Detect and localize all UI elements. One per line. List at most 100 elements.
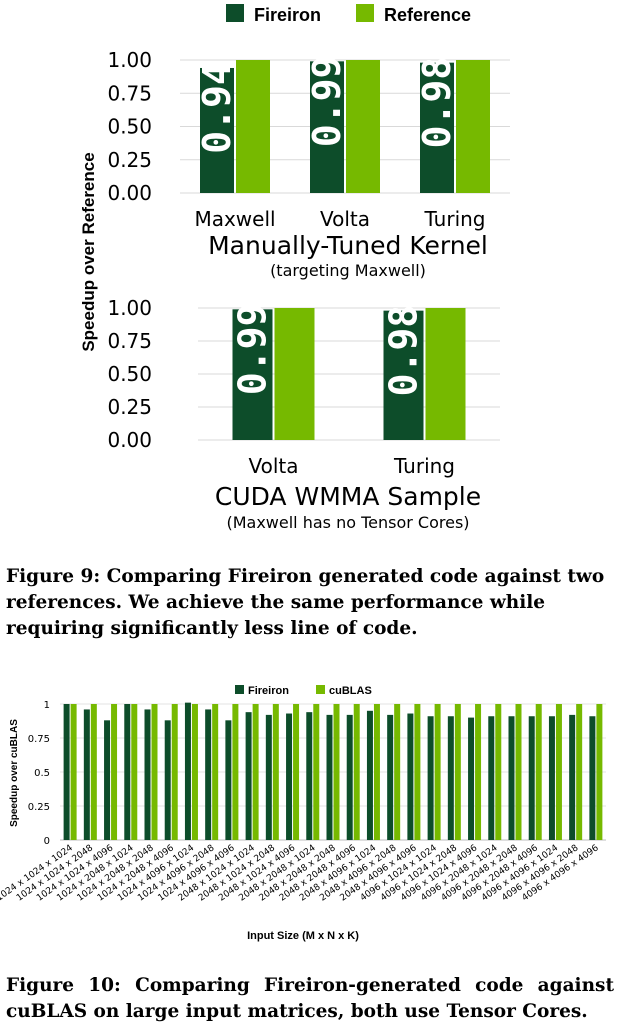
bar-cublas xyxy=(293,704,300,840)
bar-fireiron xyxy=(245,712,252,840)
bar-fireiron xyxy=(387,714,394,840)
fig9-ylabel: Speedup over Reference xyxy=(79,152,98,351)
y-tick-label: 0.00 xyxy=(107,428,152,452)
data-label: 0.94 xyxy=(195,62,239,154)
data-label: 0.98 xyxy=(382,305,426,397)
bar-fireiron xyxy=(488,716,495,840)
y-tick-label: 0.75 xyxy=(107,81,152,105)
bar-reference xyxy=(456,60,490,193)
bar-fireiron xyxy=(184,702,191,840)
figure-9-caption: Figure 9: Comparing Fireiron generated c… xyxy=(6,566,605,639)
bar-fireiron xyxy=(200,67,234,193)
y-tick-label: 1.00 xyxy=(107,296,152,320)
bar-cublas xyxy=(576,704,583,840)
bar-fireiron xyxy=(306,712,313,840)
x-category-label: Turing xyxy=(423,207,485,231)
bar-cublas xyxy=(333,704,340,840)
chart-cuda-wmma-sample: 1.00 0.75 0.50 0.25 0.00 0.99 Volta 0.98 Turing C… xyxy=(107,296,500,532)
bar-reference xyxy=(274,308,315,440)
bar-fireiron xyxy=(286,713,293,840)
chart-subtitle: (targeting Maxwell) xyxy=(270,261,426,280)
chart-title: Manually-Tuned Kernel xyxy=(208,231,488,260)
y-tick-label: 0.5 xyxy=(34,768,50,779)
legend-swatch-fireiron xyxy=(235,685,244,694)
bar-fireiron xyxy=(346,714,353,840)
bar-cublas xyxy=(555,704,562,840)
bar-fireiron xyxy=(232,309,273,440)
bar-fireiron xyxy=(407,713,414,840)
y-tick-label: 0.50 xyxy=(107,362,152,386)
bar-cublas xyxy=(535,704,542,840)
bar-fireiron xyxy=(508,716,515,840)
bar-reference xyxy=(346,60,380,193)
bar-fireiron xyxy=(124,704,131,840)
legend-swatch-cublas xyxy=(316,685,325,694)
x-category-label: Volta xyxy=(320,207,370,231)
bar-fireiron xyxy=(104,720,111,840)
bar-cublas xyxy=(313,704,320,840)
bar-cublas xyxy=(151,704,158,840)
bar-fireiron xyxy=(383,310,424,440)
bar-cublas xyxy=(414,704,421,840)
y-tick-label: 0.25 xyxy=(107,148,152,172)
chart-manually-tuned-kernel: 1.00 0.75 0.50 0.25 0.00 0.94 Maxwell 0.99 Volta… xyxy=(107,48,510,280)
bar-fireiron xyxy=(83,709,90,840)
y-tick-label: 0.25 xyxy=(107,395,152,419)
bar-cublas xyxy=(90,704,97,840)
bar-fireiron xyxy=(548,716,555,840)
bar-fireiron xyxy=(528,716,535,840)
y-tick-label: 0.75 xyxy=(28,734,50,745)
bar-fireiron xyxy=(326,714,333,840)
legend-label-reference: Reference xyxy=(384,5,471,25)
bar-fireiron xyxy=(164,720,171,840)
bar-cublas xyxy=(353,704,360,840)
bar-fireiron xyxy=(569,714,576,840)
legend-label-fireiron: Fireiron xyxy=(254,5,321,25)
legend-swatch-fireiron xyxy=(226,4,244,22)
bar-cublas xyxy=(272,704,279,840)
bar-fireiron xyxy=(63,704,70,840)
bar-reference xyxy=(236,60,270,193)
chart-title: CUDA WMMA Sample xyxy=(215,482,481,511)
y-tick-label: 0.00 xyxy=(107,181,152,205)
bar-cublas xyxy=(515,704,522,840)
bar-cublas xyxy=(111,704,118,840)
y-tick-label: 0.75 xyxy=(107,329,152,353)
y-tick-label: 1 xyxy=(44,700,50,711)
x-axis-label: Input Size (M x N x K) xyxy=(247,930,359,942)
bar-cublas xyxy=(252,704,259,840)
bar-cublas xyxy=(596,704,603,840)
bar-fireiron xyxy=(468,717,475,840)
x-category-label: Volta xyxy=(248,454,298,478)
bar-fireiron xyxy=(225,720,232,840)
bar-cublas xyxy=(394,704,401,840)
y-tick-label: 0.25 xyxy=(28,802,50,813)
y-tick-label: 0.50 xyxy=(107,115,152,139)
bar-fireiron xyxy=(310,61,344,193)
legend-label-cublas: cuBLAS xyxy=(329,685,372,697)
bar-fireiron xyxy=(144,709,151,840)
bar-cublas xyxy=(434,704,441,840)
bar-cublas xyxy=(212,704,219,840)
bar-cublas xyxy=(373,704,380,840)
bar-fireiron xyxy=(420,62,454,193)
bar-cublas xyxy=(191,704,198,840)
y-tick-label: 1.00 xyxy=(107,48,152,72)
bar-reference xyxy=(425,308,466,440)
y-axis-label: Speedup over cuBLAS xyxy=(9,719,20,827)
legend-swatch-reference xyxy=(356,4,374,22)
bar-fireiron xyxy=(447,716,454,840)
x-category-label: Maxwell xyxy=(194,207,275,231)
bar-cublas xyxy=(171,704,178,840)
bar-fireiron xyxy=(427,716,434,840)
bar-fireiron xyxy=(205,709,212,840)
y-tick-label: 0 xyxy=(44,836,50,847)
legend-label-fireiron: Fireiron xyxy=(248,685,289,697)
data-label: 0.99 xyxy=(231,304,275,396)
bar-cublas xyxy=(70,704,77,840)
chart-subtitle: (Maxwell has no Tensor Cores) xyxy=(226,513,469,532)
bar-fireiron xyxy=(265,714,272,840)
bar-fireiron xyxy=(589,716,596,840)
